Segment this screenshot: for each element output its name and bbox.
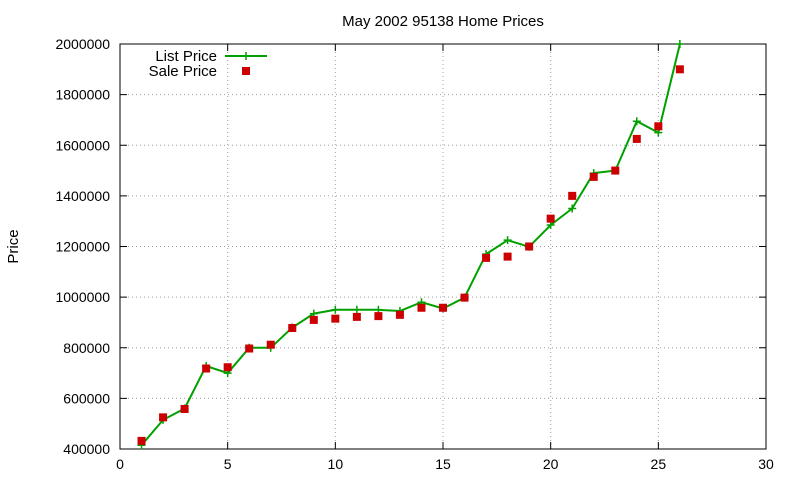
sale-price-point — [309, 315, 318, 324]
list-price-point — [331, 305, 340, 314]
sale-price-point — [159, 413, 168, 422]
sale-price-point — [546, 214, 555, 223]
sale-price-point — [223, 363, 232, 372]
sale-price-point — [525, 242, 534, 251]
sale-price-point — [374, 312, 383, 321]
y-tick-label: 1400000 — [55, 188, 110, 204]
legend-marker-list-price — [242, 52, 250, 60]
sale-price-point — [568, 191, 577, 200]
y-tick-label: 1600000 — [55, 137, 110, 153]
y-tick-label: 1800000 — [55, 87, 110, 103]
x-tick-label: 15 — [435, 456, 451, 472]
list-price-point — [675, 40, 684, 48]
list-price-point — [632, 117, 641, 126]
sale-price-point — [611, 166, 620, 175]
sale-price-point — [137, 436, 146, 445]
sale-price-point — [180, 405, 189, 414]
x-tick-label: 25 — [651, 456, 667, 472]
legend-label-list-price: List Price — [155, 48, 217, 65]
y-tick-label: 1200000 — [55, 239, 110, 255]
sale-price-point — [482, 253, 491, 262]
sale-price-point — [331, 314, 340, 323]
y-tick-label: 1000000 — [55, 289, 110, 305]
y-tick-label: 400000 — [63, 441, 110, 457]
sale-price-point — [245, 344, 254, 353]
sale-price-point — [352, 312, 361, 321]
x-tick-label: 0 — [116, 456, 124, 472]
legend-label-sale-price: Sale Price — [149, 63, 217, 80]
y-tick-label: 800000 — [63, 340, 110, 356]
x-tick-label: 20 — [543, 456, 559, 472]
axis-ticks: 400000 600000 800000 1000000 1200000 1400000 1… — [55, 36, 774, 472]
y-tick-label: 2000000 — [55, 36, 110, 52]
chart-title: May 2002 95138 Home Prices — [342, 13, 544, 30]
sale-price-point — [439, 303, 447, 312]
x-tick-label: 30 — [758, 456, 774, 472]
series-layer — [137, 40, 684, 450]
sale-price-point — [654, 122, 663, 131]
sale-price-point — [632, 134, 641, 143]
sale-price-point — [460, 293, 469, 302]
sale-price-point — [266, 340, 275, 349]
sale-price-point — [417, 303, 426, 312]
list-price-point — [568, 204, 577, 213]
sale-price-point — [288, 324, 297, 333]
sale-price-point — [503, 252, 512, 261]
list-price-point — [503, 236, 512, 245]
list-price-point — [352, 305, 361, 314]
sale-price-point — [202, 364, 211, 373]
x-tick-label: 10 — [328, 456, 344, 472]
sale-price-point — [675, 65, 684, 74]
sale-price-point — [589, 172, 598, 181]
sale-price-point — [395, 310, 404, 319]
list-price-line — [140, 43, 681, 446]
y-axis-label: Price — [5, 229, 22, 263]
grid-lines — [120, 44, 766, 449]
legend-marker-sale-price — [242, 67, 250, 75]
x-tick-label: 5 — [224, 456, 232, 472]
y-tick-label: 600000 — [63, 390, 110, 406]
